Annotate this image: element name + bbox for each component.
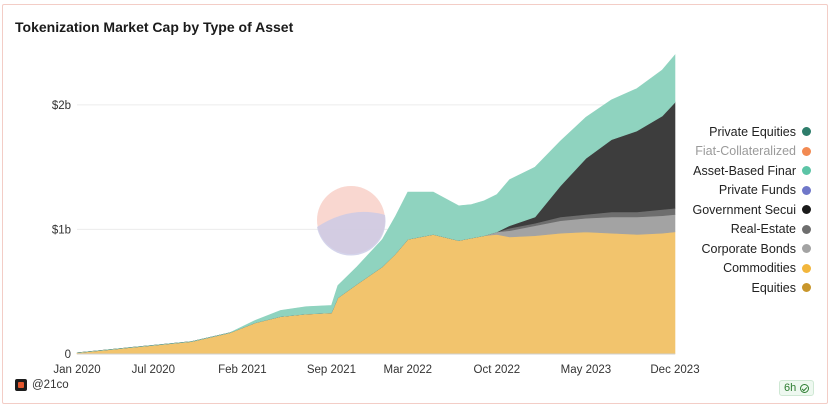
legend-item[interactable]: Private Equities	[675, 122, 811, 142]
x-tick-label: Mar 2022	[384, 364, 433, 376]
legend-swatch	[802, 283, 811, 293]
legend-swatch	[802, 205, 811, 215]
x-tick-label: Oct 2022	[474, 364, 521, 376]
refresh-badge[interactable]: 6h	[779, 380, 815, 396]
author-credit[interactable]: @21co	[15, 379, 69, 391]
legend-label: Commodities	[723, 261, 796, 276]
series-area-asset-based-finance	[76, 54, 676, 354]
x-tick-label: Jul 2020	[132, 364, 175, 376]
legend-swatch	[802, 185, 811, 195]
legend-item[interactable]: Real-Estate	[675, 220, 811, 240]
x-tick-label: Sep 2021	[307, 364, 356, 376]
legend-item[interactable]: Equities	[675, 278, 811, 298]
legend-label: Fiat-Collateralized	[695, 144, 796, 159]
author-handle: @21co	[32, 379, 69, 391]
y-tick-label: $1b	[52, 224, 71, 236]
legend-swatch	[802, 146, 811, 156]
legend-item[interactable]: Corporate Bonds	[675, 239, 811, 259]
legend-item[interactable]: Asset-Based Finar	[675, 161, 811, 181]
legend-swatch	[802, 127, 811, 137]
chart-legend: Private Equities Fiat-Collateralized Asset…	[675, 122, 811, 298]
check-circle-icon	[800, 383, 810, 393]
watermark-logo-shade	[317, 211, 386, 256]
legend-swatch	[802, 263, 811, 273]
x-tick-label: Jan 2020	[53, 364, 100, 376]
chart-title: Tokenization Market Cap by Type of Asset	[15, 19, 294, 35]
legend-label: Asset-Based Finar	[693, 163, 796, 178]
x-tick-label: May 2023	[561, 364, 612, 376]
legend-swatch	[802, 166, 811, 176]
legend-label: Private Equities	[709, 124, 796, 139]
legend-label: Government Secui	[692, 202, 796, 217]
legend-item[interactable]: Fiat-Collateralized	[675, 142, 811, 162]
legend-swatch	[802, 244, 811, 254]
y-tick-label: $2b	[52, 100, 71, 112]
legend-label: Real-Estate	[730, 222, 796, 237]
legend-label: Corporate Bonds	[701, 241, 796, 256]
x-tick-label: Dec 2023	[650, 364, 699, 376]
legend-item[interactable]: Commodities	[675, 259, 811, 279]
chart-card: Tokenization Market Cap by Type of Asset…	[2, 4, 828, 404]
legend-swatch	[802, 224, 811, 234]
legend-item[interactable]: Private Funds	[675, 181, 811, 201]
y-tick-label: 0	[65, 349, 71, 361]
legend-label: Equities	[751, 280, 796, 295]
refresh-interval: 6h	[784, 382, 797, 394]
x-tick-label: Feb 2021	[218, 364, 267, 376]
21co-logo-icon	[15, 379, 27, 391]
legend-label: Private Funds	[718, 183, 796, 198]
legend-item[interactable]: Government Secui	[675, 200, 811, 220]
